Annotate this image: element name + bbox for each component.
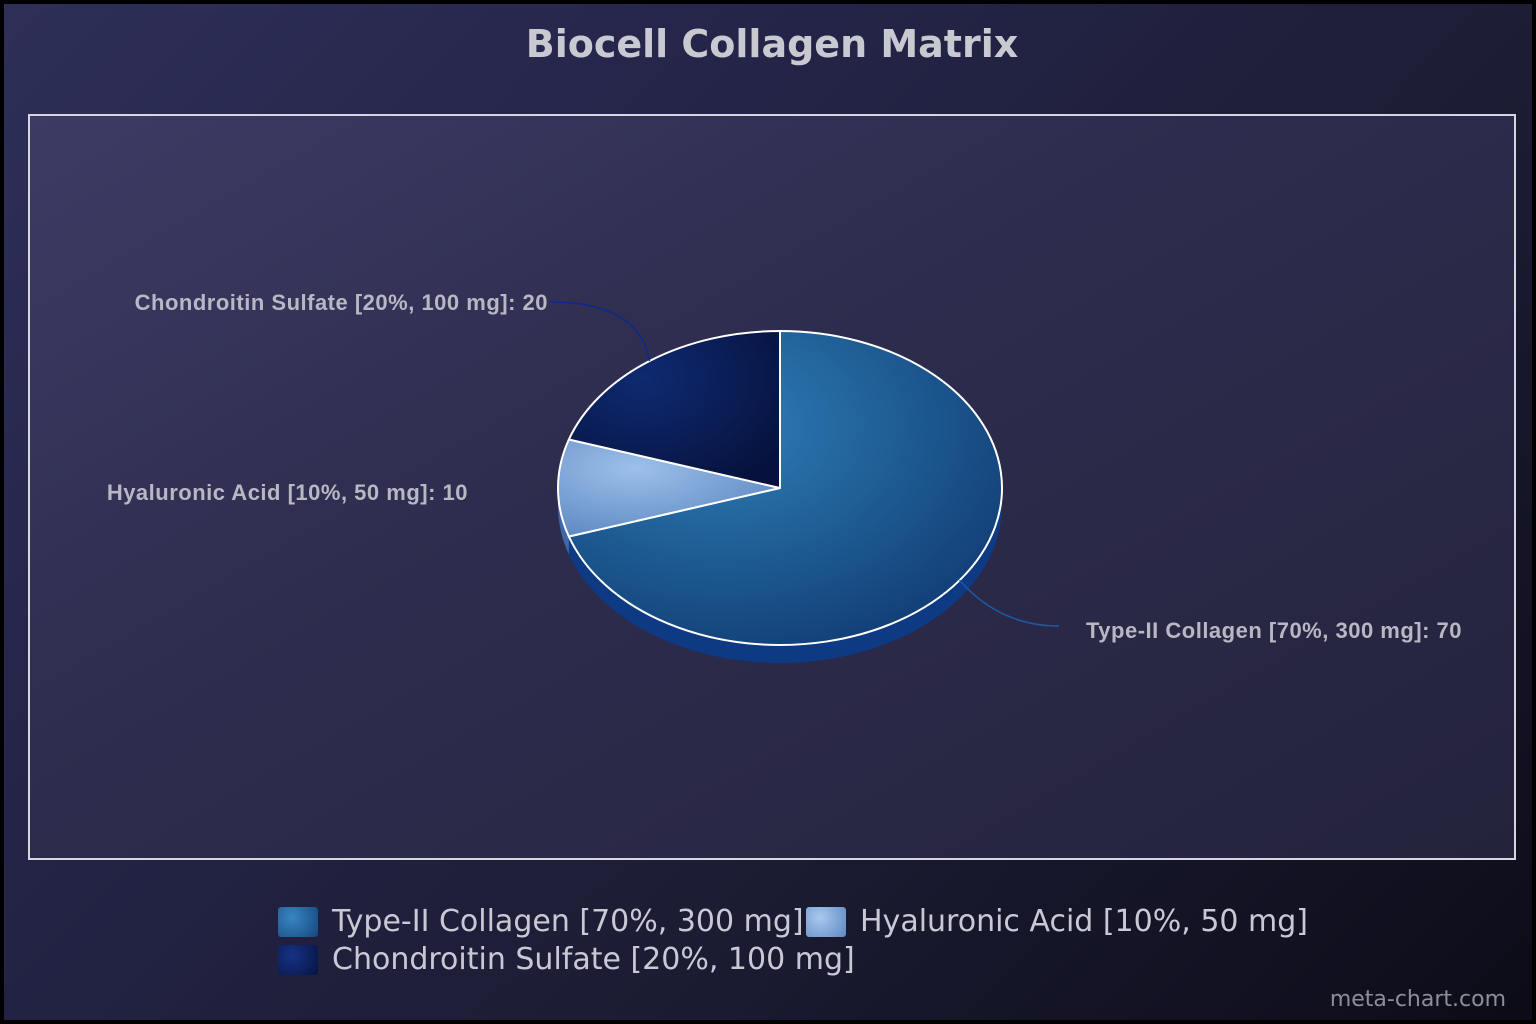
legend-item-hyaluronic-acid: Hyaluronic Acid [10%, 50 mg] xyxy=(806,904,1308,939)
legend-swatch-chondroitin-sulfate xyxy=(278,944,318,975)
pie-leader-type-ii-collagen xyxy=(959,579,1060,627)
chart-title: Biocell Collagen Matrix xyxy=(525,22,1019,66)
pie-slice-hyaluronic-acid[interactable] xyxy=(557,438,781,538)
pie-slice-type-ii-collagen[interactable] xyxy=(567,330,1003,646)
pie-label-type-ii-collagen: Type-II Collagen [70%, 300 mg]: 70 xyxy=(1086,618,1462,643)
legend-item-type-ii-collagen: Type-II Collagen [70%, 300 mg] xyxy=(278,904,804,939)
pie-depth-hyaluronic-acid xyxy=(558,488,569,555)
pie-leader-chondroitin-sulfate xyxy=(549,301,651,362)
legend-label-type-ii-collagen: Type-II Collagen [70%, 300 mg] xyxy=(332,904,804,939)
legend-swatch-type-ii-collagen xyxy=(278,906,318,937)
pie-label-hyaluronic-acid: Hyaluronic Acid [10%, 50 mg]: 10 xyxy=(107,480,468,505)
legend-item-chondroitin-sulfate: Chondroitin Sulfate [20%, 100 mg] xyxy=(278,942,855,977)
legend-swatch-hyaluronic-acid xyxy=(806,906,846,937)
pie-slices xyxy=(557,330,1003,646)
watermark: meta-chart.com xyxy=(1329,987,1506,1012)
legend-label-hyaluronic-acid: Hyaluronic Acid [10%, 50 mg] xyxy=(860,904,1308,939)
pie-leader-lines xyxy=(549,301,1060,627)
pie-depth xyxy=(558,488,1002,664)
pie-chart: Type-II Collagen [70%, 300 mg]: 70 Hyalur… xyxy=(107,290,1462,664)
pie-slice-chondroitin-sulfate[interactable] xyxy=(567,330,781,489)
pie-labels: Type-II Collagen [70%, 300 mg]: 70 Hyalur… xyxy=(107,290,1462,643)
legend-label-chondroitin-sulfate: Chondroitin Sulfate [20%, 100 mg] xyxy=(332,942,855,977)
pie-label-chondroitin-sulfate: Chondroitin Sulfate [20%, 100 mg]: 20 xyxy=(135,290,548,315)
